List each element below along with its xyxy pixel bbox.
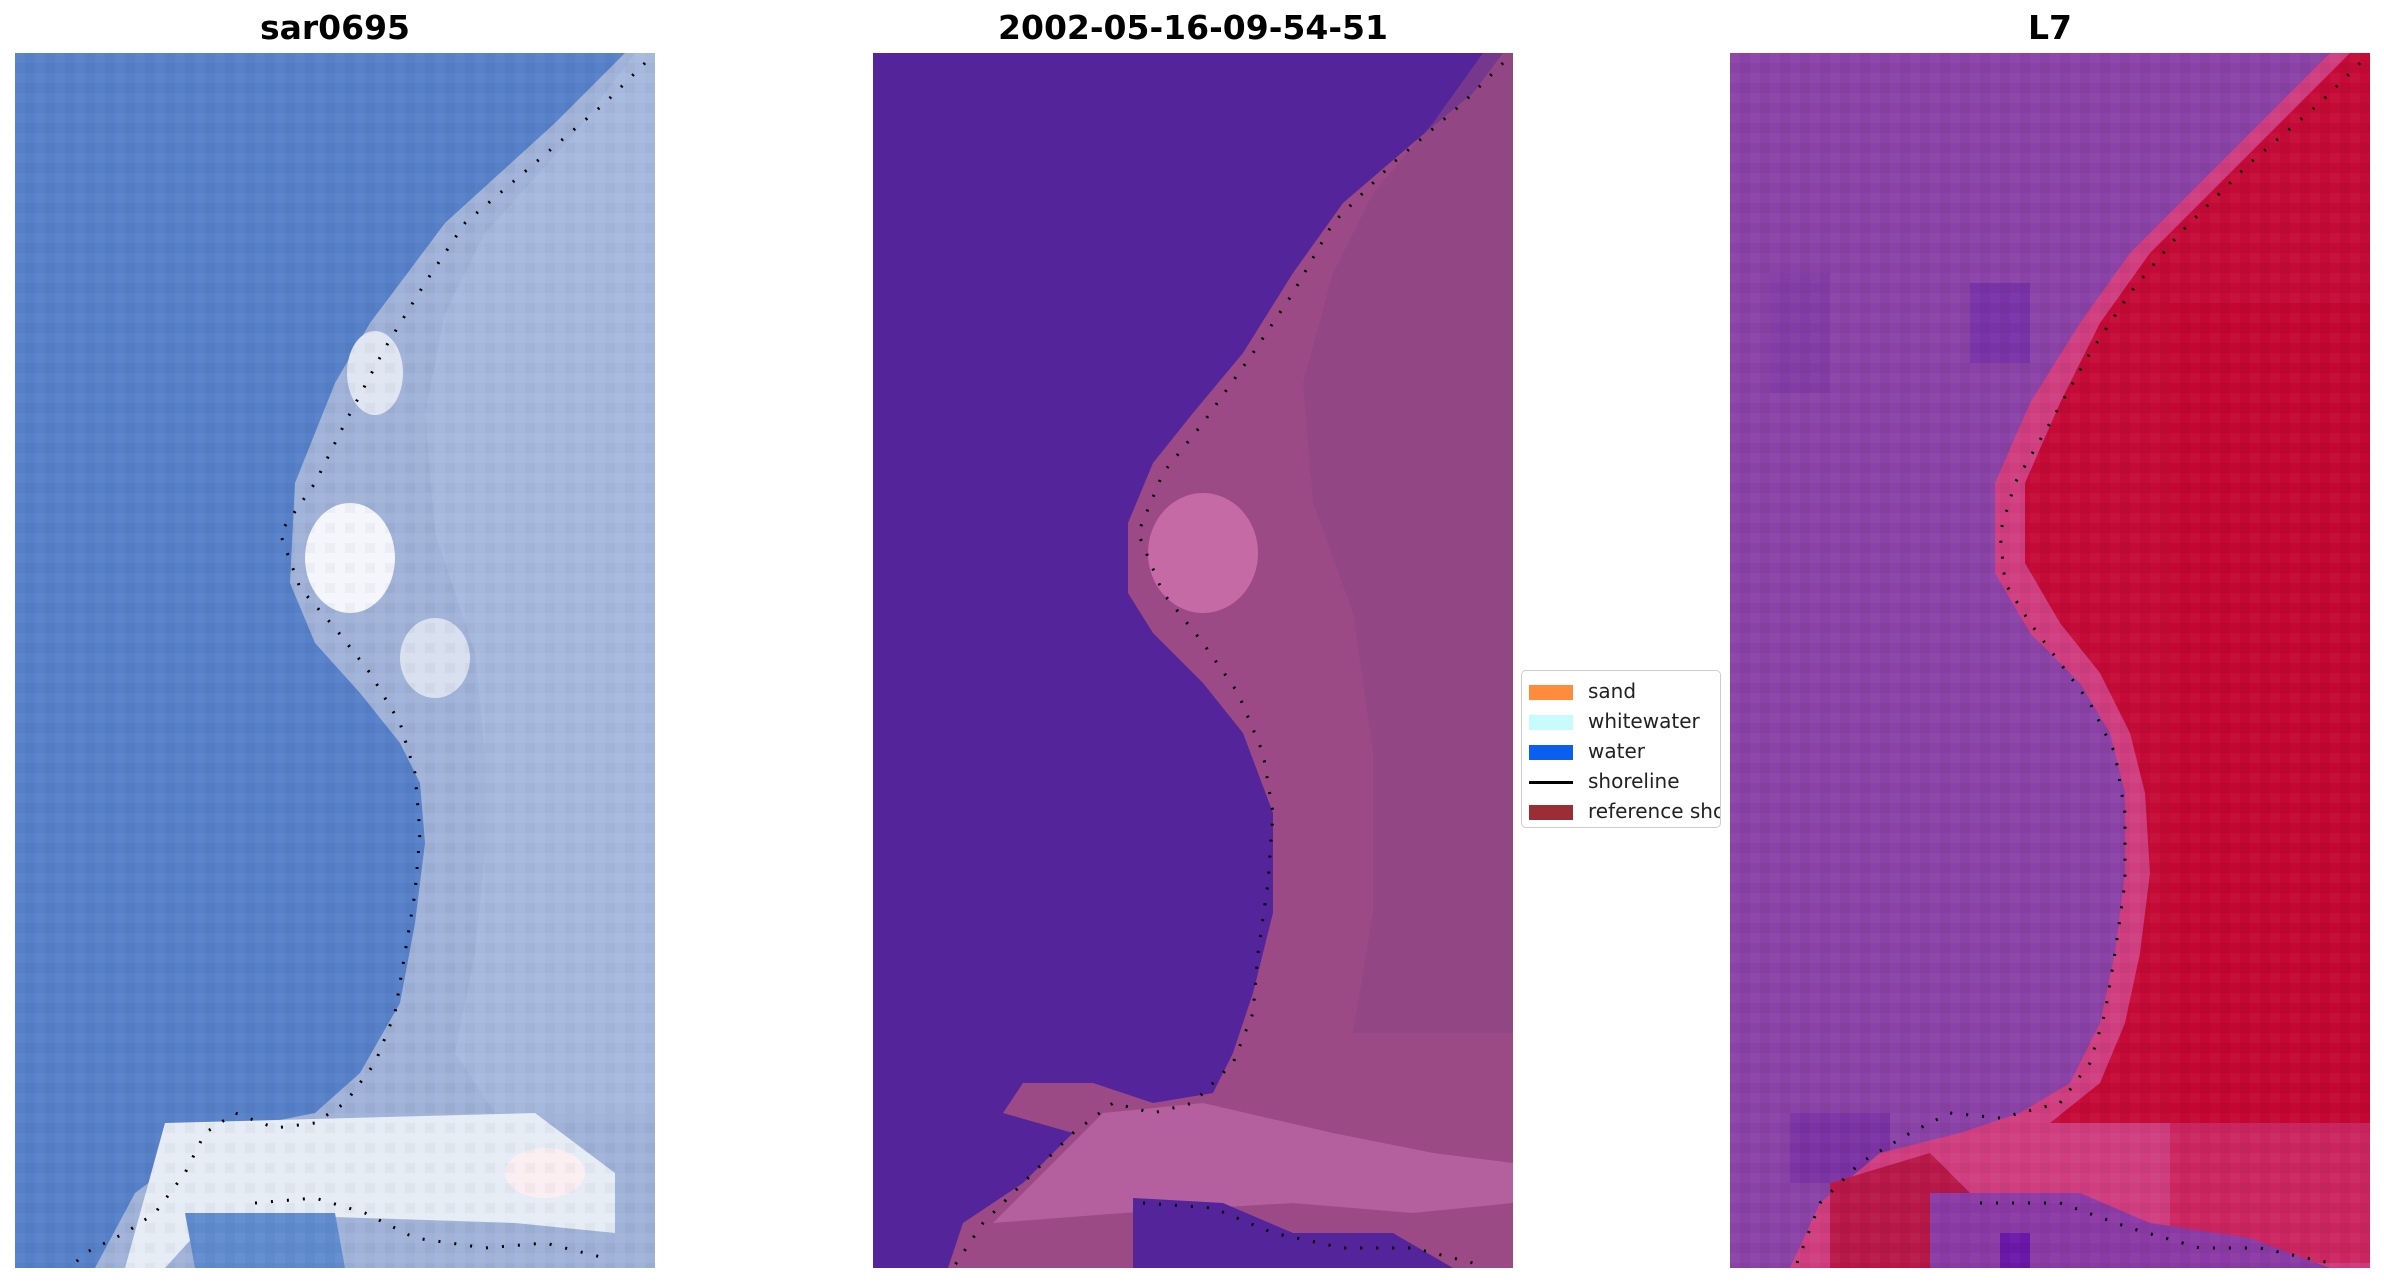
sand-swatch (1529, 685, 1573, 700)
index-image-panel (1730, 53, 2370, 1268)
legend: sand whitewater water shoreline referenc… (1521, 670, 1721, 828)
water-swatch (1529, 745, 1573, 760)
rgb-satellite-image (15, 53, 655, 1268)
panel-title-index: L7 (2028, 8, 2072, 47)
shoreline-overlay-index (1793, 61, 2362, 1268)
legend-label: shoreline (1588, 769, 1680, 793)
legend-label: reference shoreline (1588, 799, 1720, 823)
legend-label: sand (1588, 679, 1637, 703)
panel-title-classified: 2002-05-16-09-54-51 (998, 8, 1388, 47)
index-image (1730, 53, 2370, 1268)
panel-title-rgb: sar0695 (259, 8, 411, 47)
rgb-image-panel (15, 53, 655, 1268)
reference-shoreline-swatch (1529, 805, 1573, 820)
legend-label: whitewater (1588, 709, 1700, 733)
classified-image (873, 53, 1513, 1268)
whitewater-swatch (1529, 715, 1573, 730)
legend-label: water (1588, 739, 1645, 763)
classified-image-panel (873, 53, 1513, 1268)
shoreline-line-icon (1529, 781, 1573, 784)
